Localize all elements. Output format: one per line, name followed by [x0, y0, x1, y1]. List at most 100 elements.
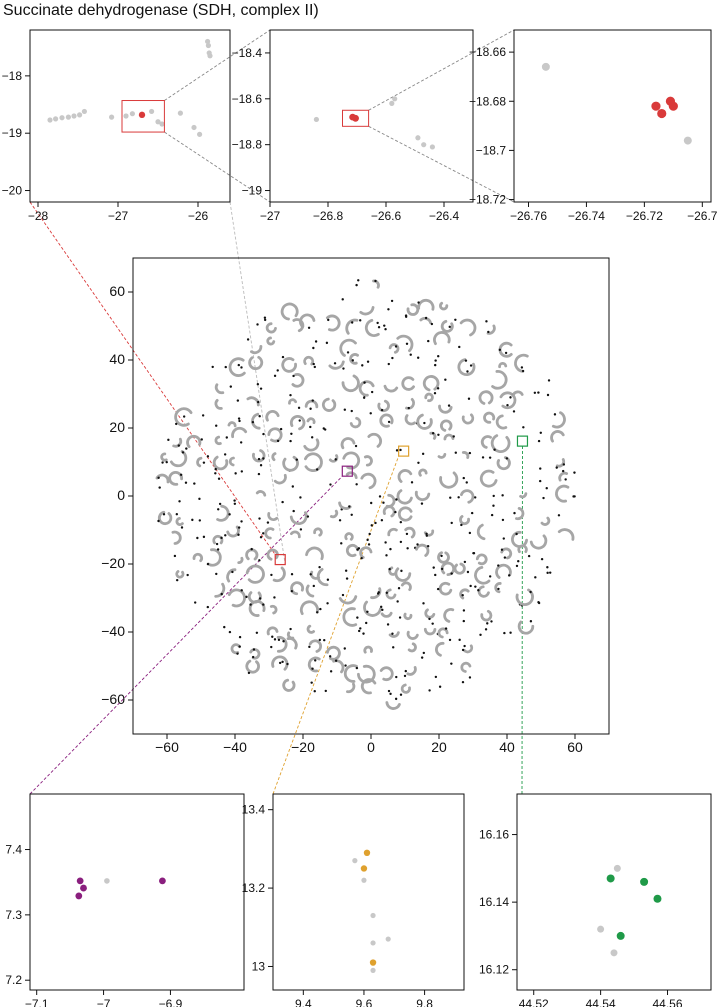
- complex-point: [214, 472, 217, 475]
- gray-cluster: [400, 581, 412, 592]
- gray-point: [415, 135, 421, 141]
- gray-point: [81, 108, 87, 115]
- complex-point: [350, 409, 353, 413]
- complex-point: [191, 518, 194, 522]
- complex-point: [448, 325, 451, 329]
- complex-point: [539, 431, 542, 435]
- complex-point: [488, 575, 492, 578]
- complex-point: [557, 514, 561, 517]
- complex-point: [299, 528, 303, 531]
- complex-point: [438, 685, 442, 688]
- complex-point: [162, 513, 166, 516]
- highlight-point: [369, 959, 377, 966]
- gray-cluster: [271, 655, 289, 671]
- complex-point: [428, 689, 431, 692]
- complex-point: [433, 363, 437, 367]
- x-tick-label: −26.6: [371, 209, 402, 223]
- complex-point: [249, 603, 252, 606]
- y-tick-label: −18.68: [469, 94, 506, 108]
- complex-point: [310, 436, 314, 439]
- complex-point: [333, 362, 337, 365]
- complex-point: [390, 299, 394, 303]
- gray-point: [429, 144, 435, 150]
- complex-point: [507, 574, 511, 577]
- gray-cluster: [429, 431, 437, 440]
- complex-point: [416, 356, 420, 359]
- complex-point: [318, 638, 322, 642]
- complex-point: [422, 602, 425, 605]
- gray-cluster: [227, 421, 237, 428]
- complex-point: [309, 425, 312, 429]
- gray-cluster: [490, 434, 511, 453]
- complex-point: [463, 644, 466, 648]
- complex-point: [220, 592, 223, 596]
- highlight-point: [653, 894, 662, 903]
- complex-point: [385, 591, 388, 595]
- complex-point: [460, 523, 463, 527]
- gray-cluster: [303, 438, 320, 452]
- complex-point: [450, 521, 453, 525]
- complex-point: [259, 536, 263, 539]
- gray-point: [104, 878, 110, 884]
- gray-cluster: [404, 414, 416, 426]
- complex-point: [185, 447, 188, 450]
- complex-point: [481, 456, 485, 459]
- complex-point: [291, 485, 295, 488]
- complex-point: [468, 451, 472, 455]
- complex-point: [394, 697, 398, 701]
- gray-point: [53, 116, 59, 122]
- complex-point: [310, 681, 313, 684]
- gray-point: [370, 967, 376, 974]
- gray-cluster: [550, 430, 565, 443]
- complex-point: [239, 441, 243, 444]
- highlight-point: [657, 108, 667, 119]
- x-tick-label: −60: [155, 739, 179, 755]
- x-tick-label: 44.54: [586, 997, 616, 1007]
- gray-cluster: [394, 567, 412, 582]
- complex-point: [431, 432, 435, 435]
- gray-cluster: [396, 489, 413, 505]
- complex-point: [361, 364, 364, 367]
- complex-point: [462, 619, 465, 623]
- complex-point: [547, 379, 551, 382]
- gray-cluster: [439, 301, 449, 311]
- inset-sam-complex: −7.1 −7 −6.9 7.4 7.3 7.2: [5, 793, 245, 1007]
- complex-point: [434, 675, 438, 679]
- y-tick-label: −18.72: [469, 193, 506, 207]
- plot-frame: [29, 29, 231, 203]
- gray-cluster: [248, 600, 266, 617]
- gray-point: [177, 110, 183, 116]
- complex-point: [501, 494, 504, 497]
- gray-cluster: [272, 566, 286, 583]
- complex-point: [394, 510, 397, 514]
- gray-cluster: [299, 600, 319, 616]
- complex-point: [270, 645, 273, 649]
- complex-point: [223, 453, 227, 456]
- gray-cluster: [367, 432, 383, 448]
- gray-cluster: [540, 516, 551, 526]
- complex-point: [225, 436, 228, 439]
- complex-point: [420, 656, 424, 659]
- complex-point: [362, 396, 366, 399]
- complex-point: [295, 458, 299, 461]
- complex-point: [286, 662, 289, 666]
- complex-point: [201, 414, 205, 417]
- complex-point: [444, 378, 447, 381]
- complex-point: [529, 590, 532, 594]
- complex-point: [329, 670, 333, 673]
- complex-point: [273, 374, 277, 378]
- x-tick-label: −26.8: [313, 209, 344, 223]
- gray-cluster: [491, 370, 508, 390]
- gray-point: [313, 116, 319, 123]
- complex-point: [313, 689, 316, 693]
- complex-point: [217, 508, 220, 511]
- complex-point: [256, 383, 260, 386]
- complex-point: [252, 648, 256, 651]
- complex-point: [344, 569, 348, 572]
- complex-point: [157, 476, 160, 479]
- complex-point: [374, 279, 377, 283]
- plot-frame: [516, 793, 712, 991]
- gray-cluster: [385, 701, 401, 710]
- x-tick-label: 44.52: [519, 997, 549, 1007]
- gray-cluster: [438, 581, 453, 596]
